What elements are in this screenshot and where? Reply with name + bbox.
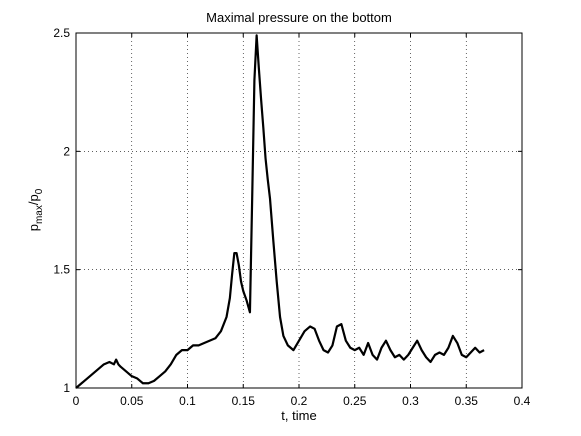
x-axis-label: t, time (281, 408, 316, 423)
x-tick-label: 0.4 (514, 394, 531, 408)
y-tick-label: 2.5 (53, 26, 70, 40)
x-tick-label: 0.25 (343, 394, 367, 408)
y-tick-label: 1 (63, 381, 70, 395)
y-tick-label: 1.5 (53, 263, 70, 277)
plot-area (76, 33, 522, 388)
chart-title: Maximal pressure on the bottom (206, 10, 392, 25)
x-tick-label: 0.2 (291, 394, 308, 408)
y-label-sep: /p (26, 194, 41, 205)
plot-frame (75, 32, 523, 389)
y-tick-label: 2 (63, 144, 70, 158)
tick-labels: 0 0.05 0.1 0.15 0.2 0.25 0.3 0.35 0.4 1 1.5 2 2.5 (53, 26, 530, 408)
y-label-sub1: max (34, 205, 45, 224)
y-axis-label: pmax/p0 (26, 188, 45, 231)
y-label-sub2: 0 (34, 188, 45, 194)
y-label-main: p (26, 224, 41, 231)
x-tick-label: 0.35 (455, 394, 479, 408)
x-tick-label: 0 (73, 394, 80, 408)
x-tick-label: 0.15 (232, 394, 256, 408)
x-tick-label: 0.05 (120, 394, 144, 408)
x-tick-label: 0.1 (179, 394, 196, 408)
x-tick-label: 0.3 (402, 394, 419, 408)
series-line (75, 34, 485, 389)
